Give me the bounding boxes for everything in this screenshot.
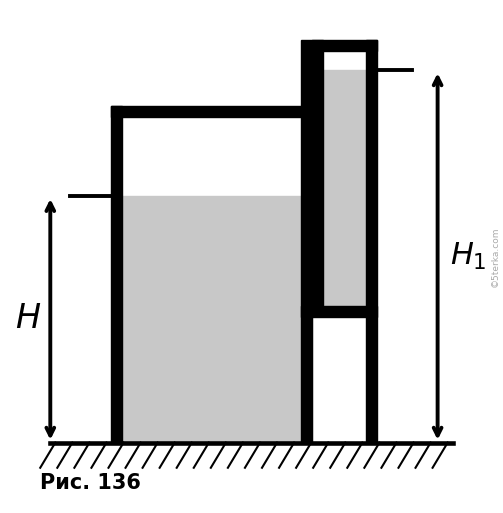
Bar — [301, 306, 377, 317]
Bar — [122, 196, 312, 443]
Text: ©5terka.com: ©5terka.com — [490, 226, 499, 287]
Bar — [323, 70, 366, 306]
Text: $H$: $H$ — [15, 303, 41, 336]
Bar — [301, 306, 312, 443]
Bar — [312, 40, 323, 306]
Bar — [301, 40, 312, 306]
Text: Рис. 136: Рис. 136 — [40, 473, 141, 493]
Bar — [111, 106, 312, 116]
Bar — [366, 40, 377, 443]
Bar — [312, 40, 377, 51]
Text: $H_1$: $H_1$ — [450, 241, 486, 272]
Bar — [111, 106, 122, 443]
